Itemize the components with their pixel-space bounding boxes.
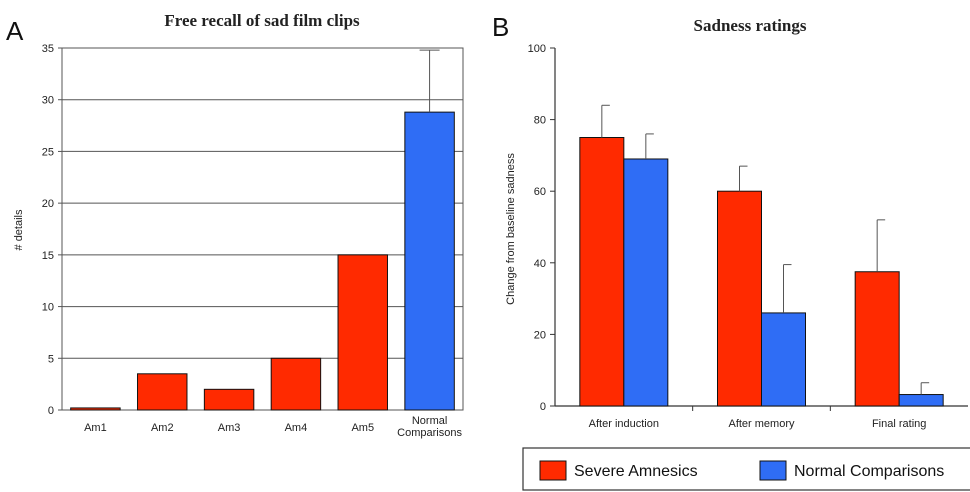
legend-label-severe-amnesics: Severe Amnesics xyxy=(574,463,698,480)
bar-am5 xyxy=(337,254,388,411)
y-tick-label: 30 xyxy=(42,95,54,107)
bar-am3 xyxy=(203,388,255,411)
panel-a-label: A xyxy=(6,16,24,46)
chart-a-ylabel: # details xyxy=(13,209,25,250)
bar-normal-comparisons-after-induction xyxy=(623,158,669,407)
bar-severe-amnesics-after-induction xyxy=(579,137,625,407)
bar-normal-comparisons-after-memory xyxy=(761,312,806,407)
chart-a-title: Free recall of sad film clips xyxy=(164,11,360,30)
chart-b-plot: 0 20 40 60 80 100 After induction After memory F… xyxy=(528,43,968,430)
y-tick-label: 10 xyxy=(42,302,54,314)
y-tick-label: 40 xyxy=(534,258,546,270)
x-tick-label-after-memory: After memory xyxy=(728,418,795,430)
x-tick-label-am1: Am1 xyxy=(84,422,107,434)
y-tick-label: 20 xyxy=(42,198,54,210)
legend-box xyxy=(522,447,970,491)
chart-a-plot: 0 5 10 15 20 25 30 35 Am1 Am2 Am3 Am4 Am5 Normal Compa… xyxy=(42,43,464,439)
x-tick-label-final-rating: Final rating xyxy=(872,418,926,430)
y-tick-label: 0 xyxy=(540,401,546,413)
bar-severe-amnesics-final-rating xyxy=(854,271,900,407)
y-tick-label: 35 xyxy=(42,43,54,55)
y-tick-label: 0 xyxy=(48,405,54,417)
y-tick-label: 60 xyxy=(534,186,546,198)
bar-am2 xyxy=(137,373,188,411)
bar-am1 xyxy=(70,407,121,411)
y-tick-label: 15 xyxy=(42,250,54,262)
x-tick-label-am3: Am3 xyxy=(218,422,241,434)
bar-severe-amnesics-after-memory xyxy=(717,190,762,407)
y-tick-label: 100 xyxy=(528,43,546,55)
x-tick-label-normal-comparisons: Normal Comparisons xyxy=(397,415,462,439)
x-tick-label-am2: Am2 xyxy=(151,422,174,434)
panel-b-label: B xyxy=(492,12,509,42)
chart-b-ylabel: Change from baseline sadness xyxy=(505,153,517,305)
y-tick-label: 25 xyxy=(42,146,54,158)
y-tick-label: 5 xyxy=(48,353,54,365)
chart-b-legend: Severe Amnesics Normal Comparisons xyxy=(522,447,970,491)
bar-am4 xyxy=(270,357,322,411)
bar-normal-comparisons-final-rating xyxy=(898,394,944,407)
y-tick-label: 80 xyxy=(534,115,546,127)
chart-b-title: Sadness ratings xyxy=(694,16,807,35)
legend-label-normal-comparisons: Normal Comparisons xyxy=(794,463,944,480)
x-tick-label-am4: Am4 xyxy=(285,422,308,434)
plot-frame xyxy=(61,47,464,411)
legend-swatch-normal-comparisons xyxy=(759,460,787,481)
x-tick-label-after-induction: After induction xyxy=(589,418,659,430)
x-tick-label-am5: Am5 xyxy=(351,422,374,434)
bar-normal-comparisons xyxy=(404,111,455,411)
legend-swatch-severe-amnesics xyxy=(539,460,567,481)
y-tick-label: 20 xyxy=(534,329,546,341)
